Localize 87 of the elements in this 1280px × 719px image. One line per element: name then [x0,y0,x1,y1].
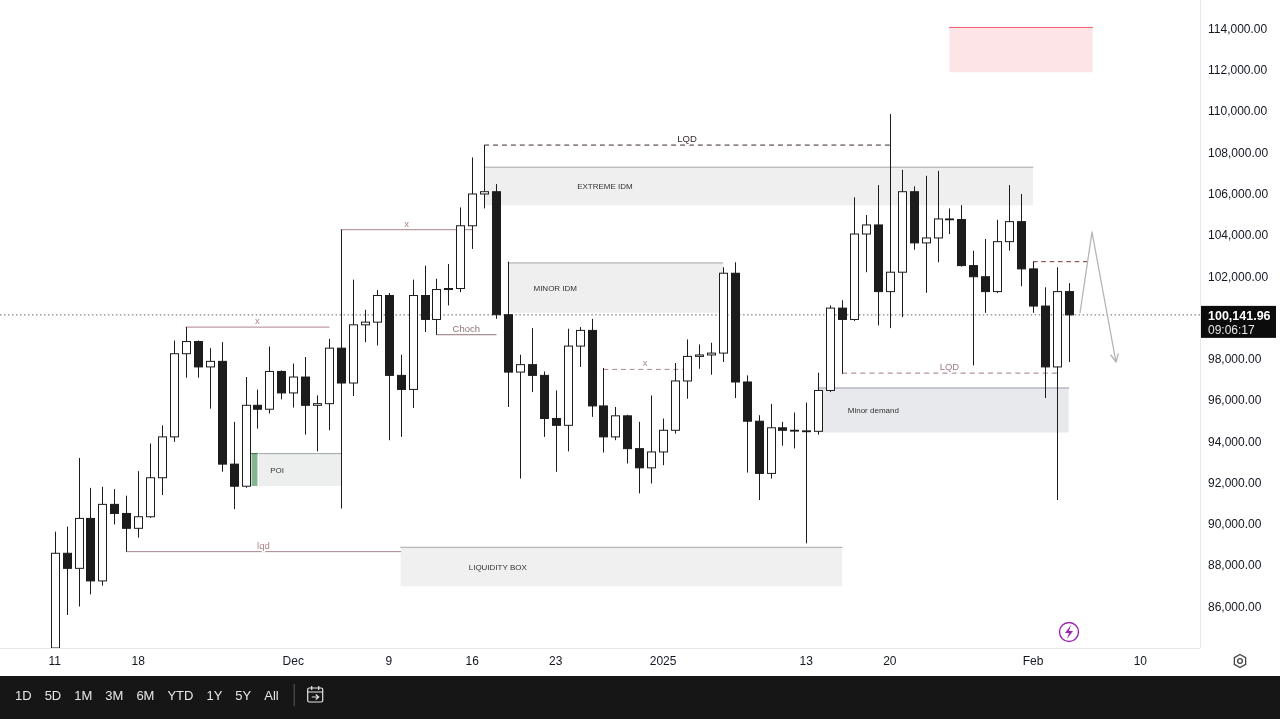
y-tick-label: 110,000.00 [1208,104,1268,119]
y-tick-label: 94,000.00 [1208,434,1262,449]
candlestick [635,421,644,494]
candlestick [134,470,143,539]
text: YTD [167,688,194,703]
text: 1M [74,688,93,703]
candlestick [934,170,943,263]
candlestick [790,412,799,449]
candlestick [1005,184,1014,252]
candlestick [611,406,620,441]
annotation: MINOR IDM [533,283,578,293]
candlestick [576,326,585,368]
x-tick-label: 11 [48,654,62,668]
y-tick-label: 112,000.00 [1208,63,1268,78]
annotation: LIQUIDITY BOX [468,562,528,572]
text: All [264,688,279,703]
y-tick-label: 102,000.00 [1208,269,1269,284]
text: 6M [136,688,155,703]
candlestick [528,327,537,393]
candlestick [707,342,716,376]
series-label: lqd [257,539,270,551]
candlestick [969,250,978,366]
annotation: Minor demand [847,406,899,416]
annotation: EXTREME IDM [577,182,634,192]
candlestick [313,394,322,452]
ref-line-label: 100,141.96 [1208,308,1271,323]
y-tick-label: 108,000.00 [1208,145,1269,160]
candlestick [516,354,525,480]
text: 3M [105,688,124,703]
series-label: LQD [677,133,697,145]
candlestick [63,526,72,616]
candlestick [647,394,656,485]
x-tick-label: 13 [799,654,814,668]
x-tick-label: 18 [131,654,146,668]
y-tick-label: 96,000.00 [1208,393,1262,408]
text: 1Y [206,688,223,703]
annotation: POI [270,465,284,475]
text: 5D [44,688,62,703]
x-tick-label: Dec [282,654,304,668]
y-tick-label: 106,000.00 [1208,186,1269,201]
text: 5Y [235,688,252,703]
y-tick-label: 92,000.00 [1208,475,1262,490]
candlestick [122,495,131,553]
x-tick-label: Feb [1022,654,1044,668]
candlestick [230,421,239,510]
candlestick [981,238,990,314]
candlestick [110,488,119,525]
candlestick [480,144,489,209]
candlestick [1065,282,1074,363]
candlestick [659,418,668,466]
x-tick-label: 20 [883,654,897,668]
x-tick-label: 10 [1133,654,1148,668]
x-tick-label: 16 [465,654,480,668]
text: 1D [15,688,32,703]
y-tick-label: 114,000.00 [1208,21,1268,36]
candlestick [778,421,787,447]
y-tick-label: 90,000.00 [1208,517,1262,532]
x-tick-label: 2025 [649,654,677,668]
candlestick [361,309,370,343]
candlestick [289,363,298,409]
text: 09:06:17 [1208,322,1256,337]
y-tick-label: 98,000.00 [1208,352,1262,367]
candlestick [886,113,895,329]
candlestick [945,207,954,235]
candlestick [695,343,704,370]
candlestick [421,265,430,333]
series-label: x [255,315,261,327]
candlestick [802,402,811,544]
series-label: Choch [452,322,481,334]
y-tick-label: 88,000.00 [1208,558,1262,573]
candlestick [182,326,191,379]
candlestick [444,263,453,306]
series-label: x [642,357,648,369]
candlestick [838,299,847,375]
candlestick [206,347,215,410]
candlestick [862,214,871,273]
candlestick [922,175,931,294]
y-tick-label: 104,000.00 [1208,228,1269,243]
x-tick-label: 23 [549,654,563,668]
candlestick [253,389,262,430]
series-label: LQD [939,361,960,373]
candlestick [277,369,286,400]
series-label: x [404,217,410,229]
y-tick-label: 86,000.00 [1208,599,1262,614]
candlestick [552,389,561,473]
candlestick [397,354,406,438]
x-tick-label: 9 [385,654,393,668]
